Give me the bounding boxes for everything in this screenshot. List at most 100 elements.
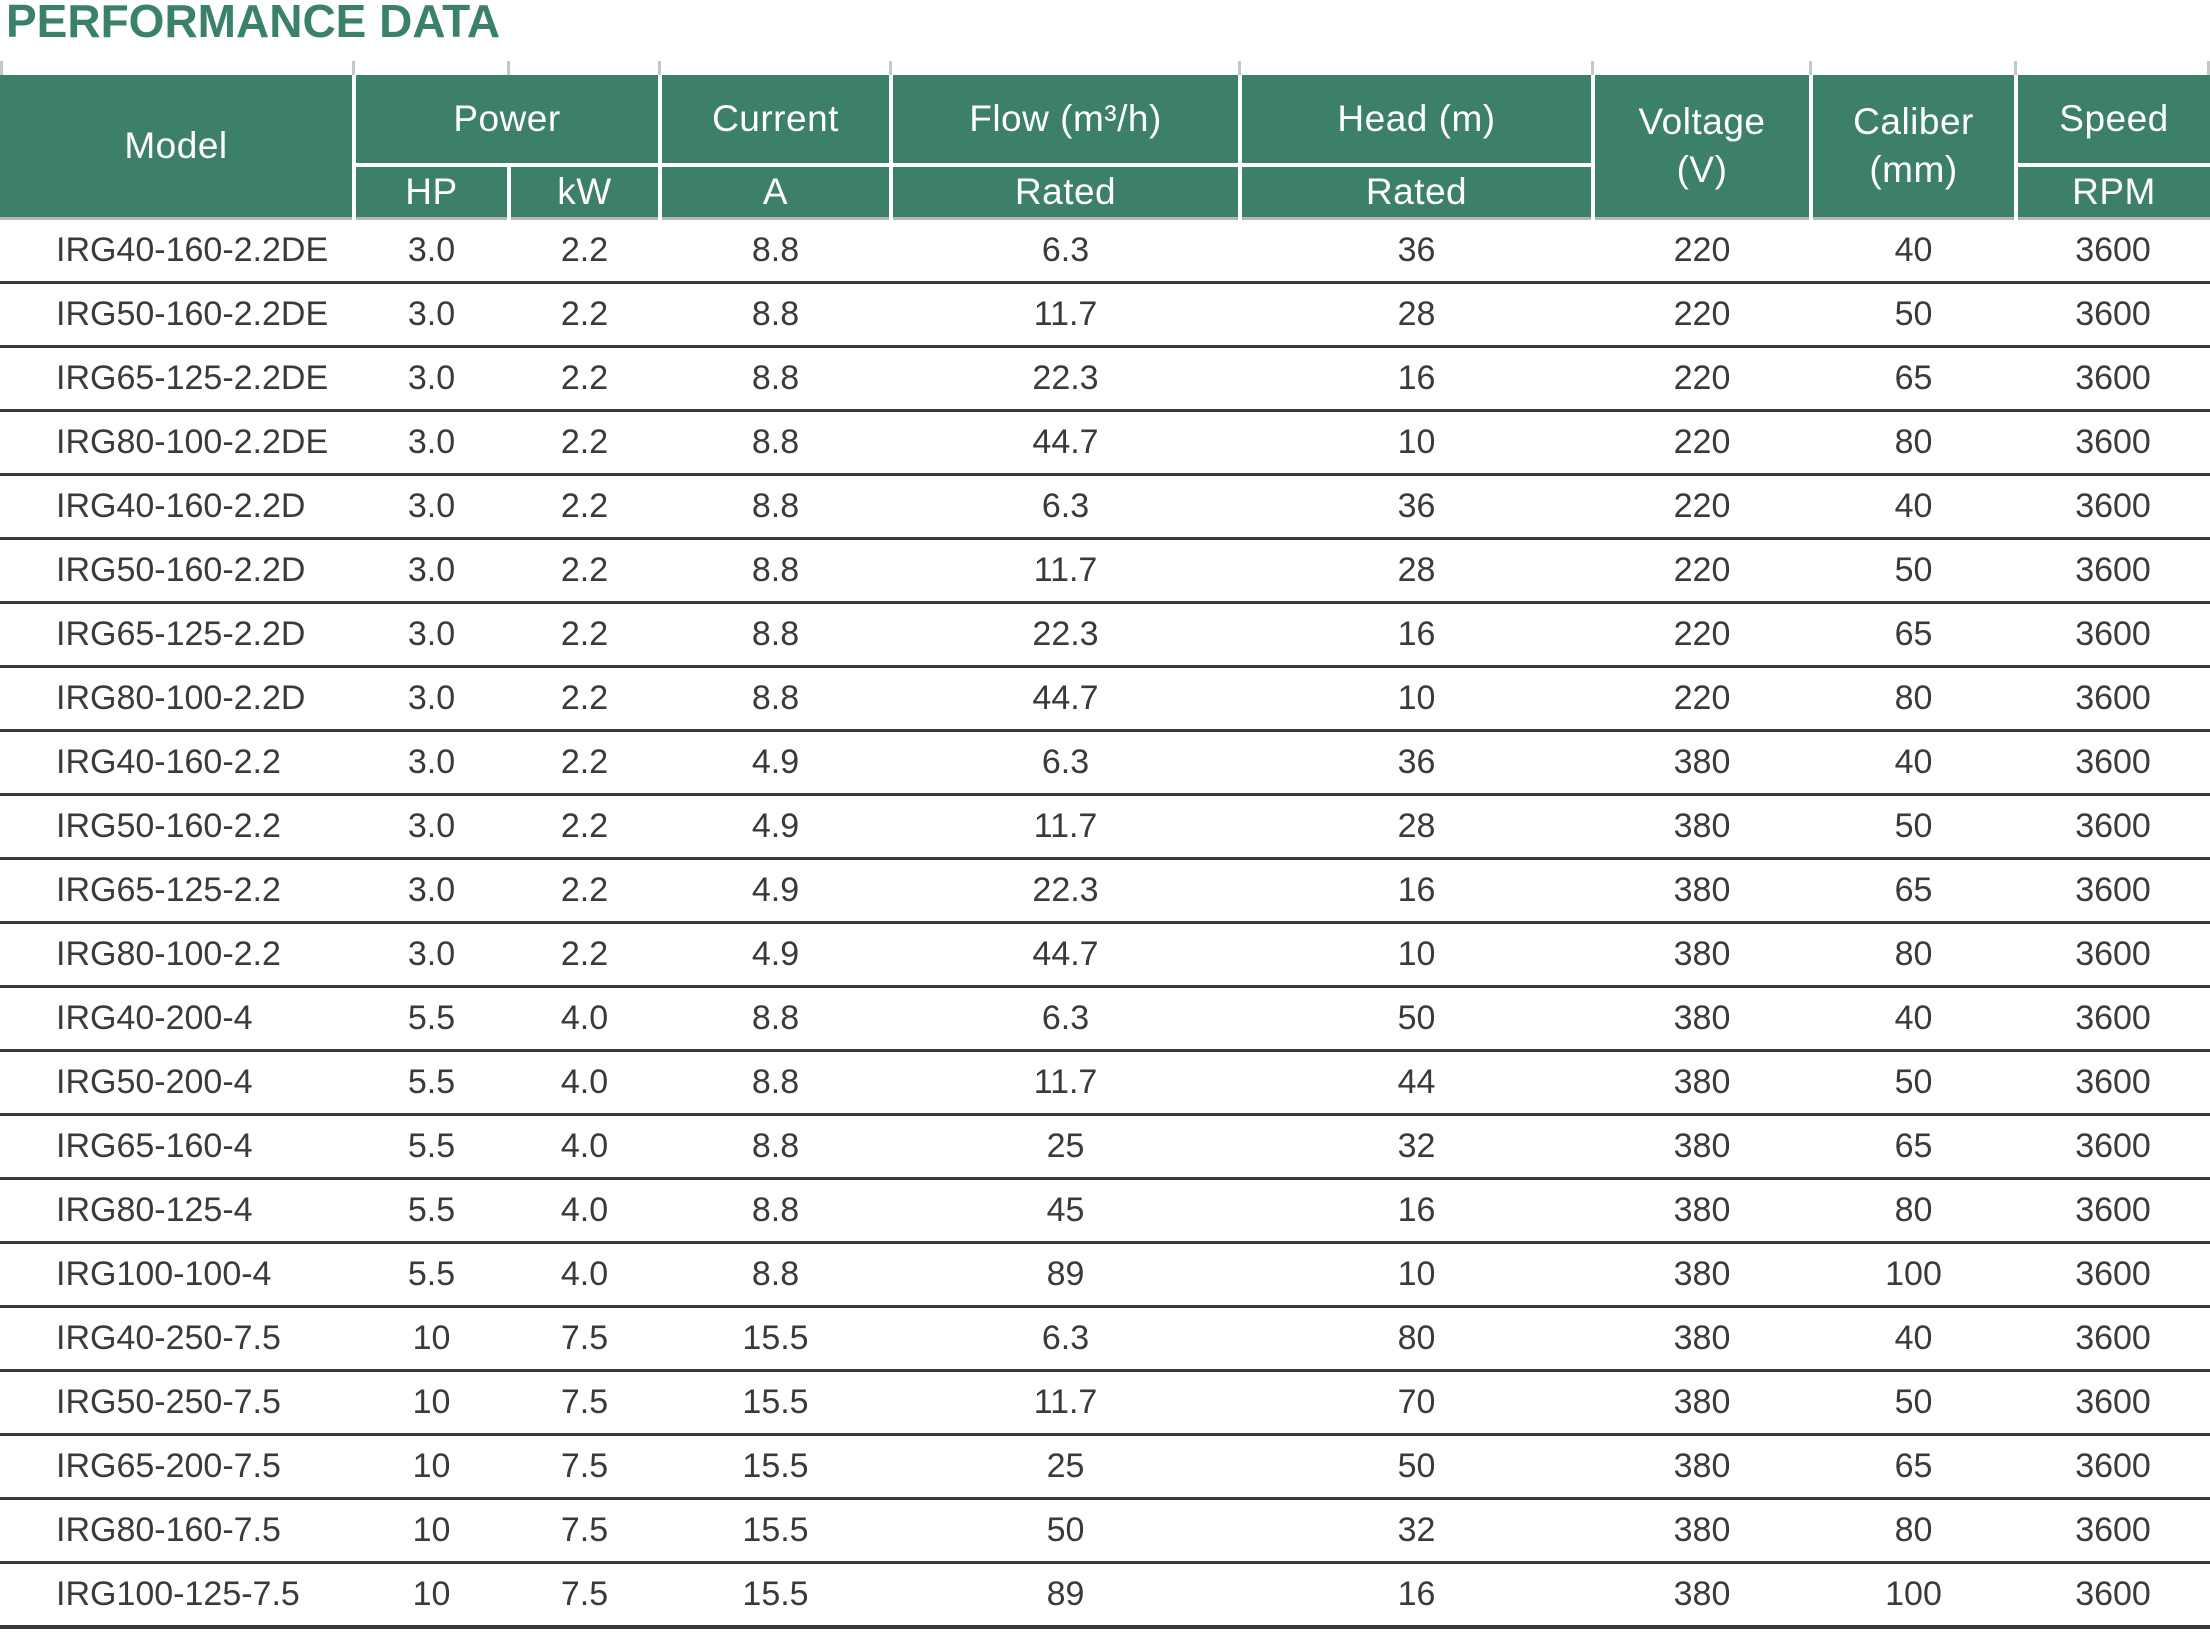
cell-model: IRG65-125-2.2 <box>0 858 354 924</box>
cell-power-hp: 3.0 <box>354 666 509 732</box>
cell-current-a: 8.8 <box>660 346 892 412</box>
cell-power-kw: 4.0 <box>509 1178 661 1244</box>
header-row-groups: Model Power Current Flow (m³/h) Head (m)… <box>0 75 2210 220</box>
cell-power-kw: 2.2 <box>509 218 661 284</box>
cell-speed-rpm: 3600 <box>2016 1562 2210 1629</box>
cell-head-rated: 16 <box>1240 602 1594 668</box>
cell-speed-rpm: 3600 <box>2016 1434 2210 1500</box>
cell-head-rated: 36 <box>1240 730 1594 796</box>
cell-voltage-v: 380 <box>1593 858 1812 924</box>
cell-caliber-mm: 40 <box>1811 474 2017 540</box>
cell-caliber-mm: 40 <box>1811 1306 2017 1372</box>
cell-voltage-v: 380 <box>1593 794 1812 860</box>
header-head-rated: Rated <box>1238 163 1596 220</box>
tick-mark <box>2207 61 2210 75</box>
cell-head-rated: 16 <box>1240 346 1594 412</box>
cell-speed-rpm: 3600 <box>2016 346 2210 412</box>
cell-caliber-mm: 80 <box>1811 1178 2017 1244</box>
cell-head-rated: 28 <box>1240 282 1594 348</box>
cell-current-a: 8.8 <box>660 986 892 1052</box>
cell-power-kw: 4.0 <box>509 1050 661 1116</box>
cell-head-rated: 36 <box>1240 474 1594 540</box>
cell-power-hp: 3.0 <box>354 218 509 284</box>
cell-caliber-mm: 50 <box>1811 1370 2017 1436</box>
cell-model: IRG40-200-4 <box>0 986 354 1052</box>
tick-mark <box>352 61 355 75</box>
cell-flow-rated: 25 <box>891 1434 1241 1500</box>
cell-voltage-v: 380 <box>1593 1498 1812 1564</box>
header-speed: Speed <box>2014 75 2210 167</box>
cell-caliber-mm: 50 <box>1811 1050 2017 1116</box>
cell-flow-rated: 22.3 <box>891 858 1241 924</box>
cell-head-rated: 10 <box>1240 1242 1594 1308</box>
cell-model: IRG50-160-2.2 <box>0 794 354 860</box>
cell-caliber-mm: 50 <box>1811 538 2017 604</box>
cell-speed-rpm: 3600 <box>2016 730 2210 796</box>
cell-caliber-mm: 50 <box>1811 282 2017 348</box>
cell-model: IRG65-160-4 <box>0 1114 354 1180</box>
cell-voltage-v: 380 <box>1593 1434 1812 1500</box>
column-tick-marks <box>0 0 2210 75</box>
cell-head-rated: 44 <box>1240 1050 1594 1116</box>
cell-speed-rpm: 3600 <box>2016 538 2210 604</box>
cell-power-kw: 4.0 <box>509 1242 661 1308</box>
cell-current-a: 15.5 <box>660 1370 892 1436</box>
tick-mark <box>2014 61 2017 75</box>
cell-flow-rated: 50 <box>891 1498 1241 1564</box>
header-power-hp: HP <box>352 163 511 220</box>
cell-caliber-mm: 65 <box>1811 858 2017 924</box>
tick-mark <box>507 61 510 75</box>
cell-caliber-mm: 100 <box>1811 1562 2017 1629</box>
cell-power-hp: 5.5 <box>354 1178 509 1244</box>
cell-flow-rated: 6.3 <box>891 218 1241 284</box>
cell-head-rated: 36 <box>1240 218 1594 284</box>
cell-current-a: 8.8 <box>660 1178 892 1244</box>
cell-speed-rpm: 3600 <box>2016 410 2210 476</box>
cell-current-a: 8.8 <box>660 1114 892 1180</box>
cell-speed-rpm: 3600 <box>2016 474 2210 540</box>
cell-power-kw: 2.2 <box>509 410 661 476</box>
cell-current-a: 8.8 <box>660 538 892 604</box>
cell-model: IRG40-160-2.2DE <box>0 218 354 284</box>
cell-flow-rated: 11.7 <box>891 794 1241 860</box>
cell-power-kw: 2.2 <box>509 666 661 732</box>
cell-head-rated: 28 <box>1240 538 1594 604</box>
header-row-units: HP kW A Rated Rated RPM <box>0 163 2210 220</box>
header-power-kw: kW <box>506 163 663 220</box>
cell-voltage-v: 380 <box>1593 1178 1812 1244</box>
cell-head-rated: 50 <box>1240 986 1594 1052</box>
cell-caliber-mm: 100 <box>1811 1242 2017 1308</box>
cell-flow-rated: 44.7 <box>891 922 1241 988</box>
cell-speed-rpm: 3600 <box>2016 666 2210 732</box>
cell-power-kw: 4.0 <box>509 986 661 1052</box>
cell-caliber-mm: 40 <box>1811 730 2017 796</box>
cell-power-kw: 2.2 <box>509 858 661 924</box>
cell-caliber-mm: 65 <box>1811 346 2017 412</box>
cell-flow-rated: 22.3 <box>891 346 1241 412</box>
cell-model: IRG40-160-2.2 <box>0 730 354 796</box>
cell-current-a: 8.8 <box>660 1242 892 1308</box>
cell-model: IRG50-160-2.2D <box>0 538 354 604</box>
cell-flow-rated: 11.7 <box>891 538 1241 604</box>
tick-mark <box>1238 61 1241 75</box>
table-row: IRG50-160-2.2DE 3.0 2.2 8.8 11.7 28 220 50 3600 <box>0 282 2210 348</box>
cell-current-a: 4.9 <box>660 794 892 860</box>
cell-flow-rated: 44.7 <box>891 666 1241 732</box>
cell-model: IRG40-250-7.5 <box>0 1306 354 1372</box>
tick-mark <box>1591 61 1594 75</box>
cell-power-kw: 2.2 <box>509 794 661 860</box>
cell-speed-rpm: 3600 <box>2016 602 2210 668</box>
table-row: IRG65-125-2.2DE 3.0 2.2 8.8 22.3 16 220 65 3600 <box>0 346 2210 412</box>
cell-head-rated: 50 <box>1240 1434 1594 1500</box>
table-row: IRG80-100-2.2D 3.0 2.2 8.8 44.7 10 220 80 3600 <box>0 666 2210 732</box>
cell-speed-rpm: 3600 <box>2016 1370 2210 1436</box>
header-power: Power <box>351 75 663 167</box>
cell-voltage-v: 380 <box>1593 1050 1812 1116</box>
cell-current-a: 15.5 <box>660 1498 892 1564</box>
cell-power-kw: 2.2 <box>509 602 661 668</box>
header-flow-rated: Rated <box>889 163 1243 220</box>
cell-power-kw: 7.5 <box>509 1370 661 1436</box>
cell-model: IRG100-125-7.5 <box>0 1562 354 1629</box>
table-row: IRG50-200-4 5.5 4.0 8.8 11.7 44 380 50 3600 <box>0 1050 2210 1116</box>
